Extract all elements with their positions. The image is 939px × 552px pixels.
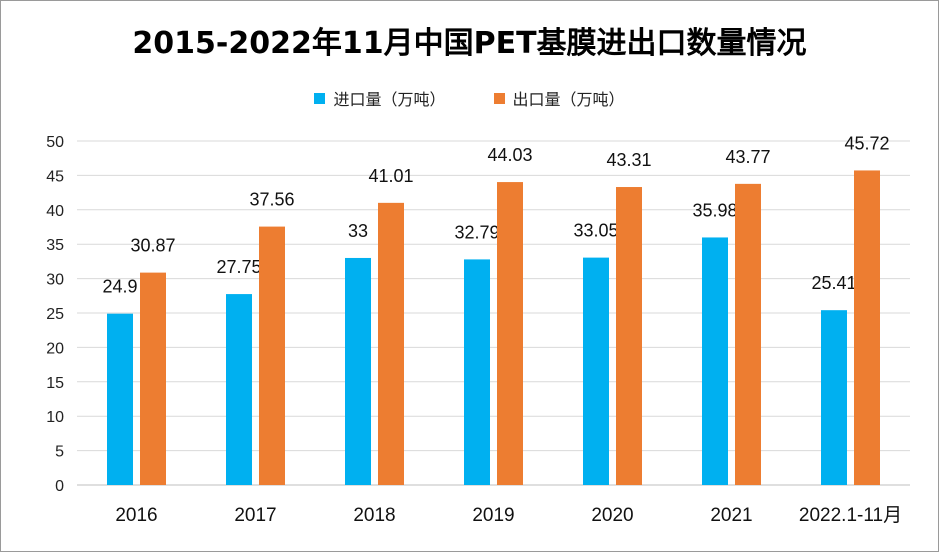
- data-label-export: 43.31: [606, 150, 651, 170]
- x-tick-label: 2020: [591, 505, 633, 526]
- bar-export: [378, 202, 404, 485]
- data-label-import: 25.41: [811, 273, 856, 293]
- bar-import: [345, 257, 371, 485]
- data-label-import: 33.05: [573, 221, 618, 241]
- chart-title: 2015-2022年11月中国PET基膜进出口数量情况: [132, 26, 807, 61]
- x-tick-label: 2019: [472, 505, 514, 526]
- data-label-export: 45.72: [844, 133, 889, 153]
- y-tick-label: 20: [46, 340, 64, 357]
- data-label-export: 41.01: [368, 166, 413, 186]
- data-label-export: 37.56: [249, 190, 294, 210]
- data-label-import: 35.98: [692, 200, 737, 220]
- y-tick-label: 0: [55, 478, 64, 495]
- y-tick-label: 50: [46, 134, 64, 151]
- y-tick-label: 15: [46, 375, 64, 392]
- bar-import: [226, 294, 252, 485]
- bar-import: [464, 259, 490, 485]
- legend-label-import: 进口量（万吨）: [333, 90, 446, 109]
- bar-export: [140, 272, 166, 485]
- bar-export: [259, 226, 285, 485]
- legend-item-export: 出口量（万吨）: [493, 86, 625, 110]
- legend-item-import: 进口量（万吨）: [314, 86, 446, 110]
- data-label-import: 32.79: [454, 222, 499, 242]
- bar-export: [497, 182, 523, 485]
- y-tick-label: 40: [46, 203, 64, 220]
- x-tick-label: 2018: [353, 505, 395, 526]
- y-tick-label: 30: [46, 272, 64, 289]
- data-label-export: 30.87: [130, 236, 175, 256]
- y-tick-label: 35: [46, 237, 64, 254]
- y-tick-label: 45: [46, 168, 64, 185]
- x-tick-label: 2016: [115, 505, 157, 526]
- bar-export: [735, 183, 761, 485]
- data-label-import: 33: [348, 221, 368, 241]
- bar-import: [702, 237, 728, 485]
- x-tick-label: 2021: [710, 505, 752, 526]
- data-label-import: 27.75: [216, 257, 261, 277]
- x-tick-label: 2017: [234, 505, 276, 526]
- bar-import: [583, 257, 609, 485]
- bar-export: [854, 170, 880, 485]
- chart-legend: 进口量（万吨） 出口量（万吨）: [0, 86, 939, 110]
- bar-import: [107, 313, 133, 485]
- legend-swatch-import: [314, 92, 326, 104]
- x-tick-label: 2022.1-11月: [799, 505, 902, 526]
- data-label-export: 43.77: [725, 147, 770, 167]
- y-tick-label: 5: [55, 444, 64, 461]
- y-tick-label: 10: [46, 409, 64, 426]
- legend-swatch-export: [493, 92, 505, 104]
- data-label-import: 24.9: [102, 277, 137, 297]
- bar-export: [616, 187, 642, 485]
- bar-import: [821, 310, 847, 485]
- y-tick-label: 25: [46, 306, 64, 323]
- data-label-export: 44.03: [487, 145, 532, 165]
- legend-label-export: 出口量（万吨）: [512, 90, 625, 109]
